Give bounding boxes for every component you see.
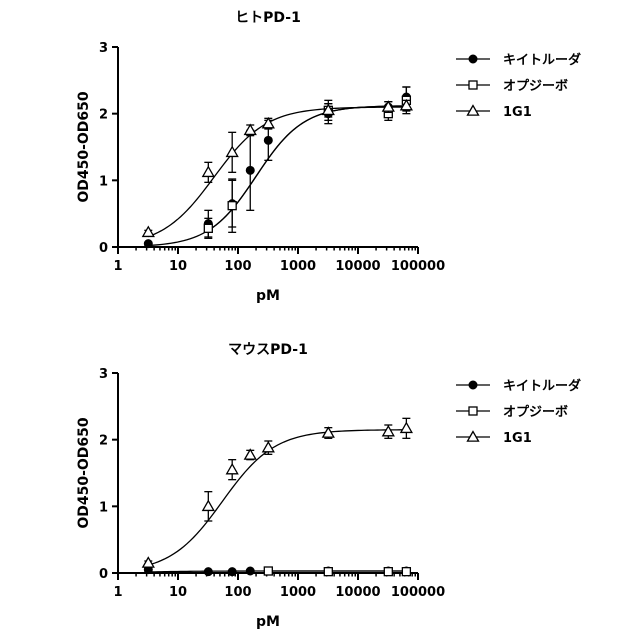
x-tick-label: 10 — [169, 585, 187, 600]
legend-marker — [469, 81, 477, 89]
legend-marker — [469, 381, 477, 389]
data-point — [401, 423, 412, 433]
y-tick-label: 2 — [99, 108, 108, 123]
data-point — [228, 568, 236, 576]
y-axis-label: OD450-OD650 — [76, 417, 92, 529]
y-tick-label: 1 — [99, 174, 108, 189]
fit-curve — [148, 106, 406, 246]
legend-label: オプジーボ — [503, 78, 568, 94]
x-tick-label: 100 — [224, 259, 251, 274]
data-point — [263, 118, 274, 128]
fit-curve — [208, 106, 406, 230]
data-point — [204, 568, 212, 576]
data-point — [246, 166, 254, 174]
legend-label: キイトルーダ — [503, 52, 581, 68]
data-point — [264, 567, 272, 575]
fit-curve — [148, 107, 406, 237]
data-point — [203, 167, 214, 177]
legend: キイトルーダオプジーボ 1G1 — [456, 52, 581, 120]
fit-curve — [148, 430, 406, 565]
x-tick-label: 100000 — [391, 585, 445, 600]
series-3 — [143, 418, 412, 567]
y-tick-label: 0 — [99, 567, 108, 582]
x-tick-label: 100000 — [391, 259, 445, 274]
x-axis-label: pM — [256, 288, 280, 304]
data-point — [228, 202, 236, 210]
data-point — [246, 567, 254, 575]
data-point — [143, 558, 154, 568]
x-tick-label: 1000 — [280, 585, 316, 600]
x-tick-label: 100 — [224, 585, 251, 600]
data-point — [144, 240, 152, 248]
data-point — [143, 227, 154, 237]
x-tick-label: 1 — [113, 259, 122, 274]
legend-label: オプジーボ — [503, 404, 568, 420]
data-point — [324, 568, 332, 576]
data-point — [203, 501, 214, 511]
y-tick-label: 1 — [99, 500, 108, 515]
x-tick-label: 1000 — [280, 259, 316, 274]
series-2 — [204, 87, 410, 238]
data-point — [384, 568, 392, 576]
x-axis-label: pM — [256, 614, 280, 630]
y-axis-label: OD450-OD650 — [76, 91, 92, 203]
data-point — [263, 442, 274, 452]
y-tick-label: 2 — [99, 434, 108, 449]
legend-marker — [469, 55, 477, 63]
x-tick-label: 1 — [113, 585, 122, 600]
legend-label: 1G1 — [503, 105, 532, 120]
y-tick-label: 3 — [99, 367, 108, 382]
legend-label: キイトルーダ — [503, 378, 581, 394]
legend-marker — [469, 407, 477, 415]
legend-label: 1G1 — [503, 431, 532, 446]
legend-marker — [468, 106, 479, 116]
legend-marker — [468, 432, 479, 442]
data-point — [402, 568, 410, 576]
y-tick-label: 3 — [99, 41, 108, 56]
series-2 — [264, 567, 410, 576]
data-point — [204, 224, 212, 232]
data-point — [383, 426, 394, 436]
x-tick-label: 10 — [169, 259, 187, 274]
chart-2: マウスPD-10123110100100010000100000pMOD450-… — [76, 342, 581, 630]
data-point — [264, 136, 272, 144]
y-tick-label: 0 — [99, 241, 108, 256]
data-point — [245, 125, 256, 135]
chart-1: ヒトPD-10123110100100010000100000pMOD450-O… — [76, 10, 581, 304]
chart-title: ヒトPD-1 — [235, 10, 301, 26]
x-tick-label: 10000 — [335, 585, 380, 600]
data-point — [227, 464, 238, 474]
chart-title: マウスPD-1 — [228, 342, 308, 358]
series-3 — [143, 100, 412, 236]
x-tick-label: 10000 — [335, 259, 380, 274]
legend: キイトルーダオプジーボ 1G1 — [456, 378, 581, 446]
series-1 — [144, 87, 410, 248]
